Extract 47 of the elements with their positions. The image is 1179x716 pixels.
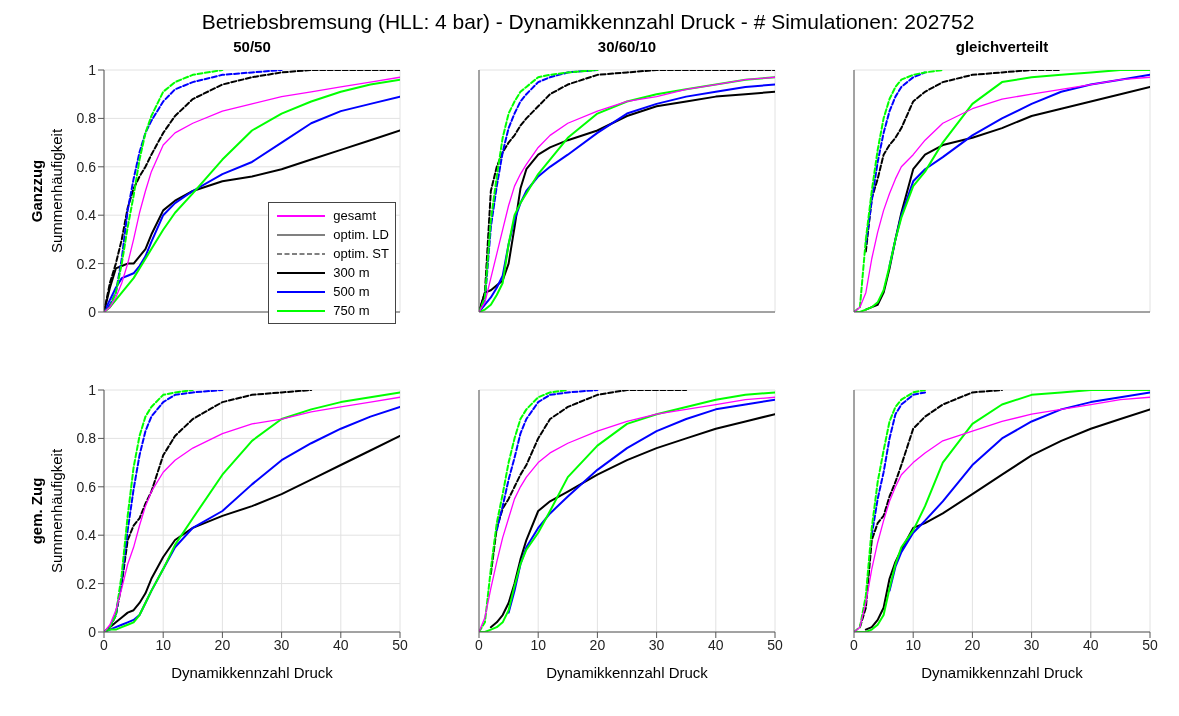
y-axis-title: Summenhäufigkeit — [47, 128, 65, 254]
y-tick-label: 0.8 — [76, 430, 97, 447]
chart-title: 30/60/10 — [596, 38, 658, 55]
y-tick-label: 0.6 — [76, 158, 97, 175]
y-tick-label: 0.2 — [76, 575, 97, 592]
x-axis-title: Dynamikkennzahl Druck — [545, 664, 709, 681]
x-axis-title: Dynamikkennzahl Druck — [920, 664, 1084, 681]
text: Betriebsbremsung (HLL: 4 bar) - Dynamikkennzahl Druck - # Simulationen: 202752 — [200, 10, 976, 34]
x-tick-label: 40 — [708, 636, 724, 653]
x-tick-label: 40 — [1083, 636, 1099, 653]
text: gem. Zug — [27, 477, 45, 545]
legend-label: 500 m — [333, 284, 370, 299]
y-tick-label: 0.4 — [76, 527, 97, 544]
y-tick-label: 0.2 — [76, 255, 97, 272]
x-tick-label: 30 — [1023, 636, 1040, 653]
y-tick-label: 1 — [88, 381, 97, 398]
y-axis-title: Summenhäufigkeit — [47, 448, 65, 574]
x-tick-label: 10 — [905, 636, 922, 653]
x-axis-title: Dynamikkennzahl Druck — [170, 664, 334, 681]
legend-label: optim. ST — [333, 246, 389, 261]
x-tick-label: 20 — [589, 636, 606, 653]
x-tick-label: 0 — [850, 636, 859, 653]
x-tick-label: 40 — [333, 636, 349, 653]
x-tick-label: 30 — [273, 636, 290, 653]
y-tick-label: 0 — [88, 303, 97, 320]
legend-label: optim. LD — [333, 227, 389, 242]
y-tick-label: 0.8 — [76, 110, 97, 127]
legend-label: gesamt — [333, 208, 376, 223]
text: Ganzzug — [27, 159, 45, 223]
legend-label: 300 m — [333, 265, 370, 280]
y-tick-label: 1 — [88, 61, 97, 78]
y-tick-label: 0.4 — [76, 207, 97, 224]
chart-subtitle: 50/50 — [232, 38, 272, 55]
x-tick-label: 30 — [648, 636, 665, 653]
x-tick-label: 0 — [100, 636, 109, 653]
x-tick-label: 50 — [767, 636, 783, 653]
y-tick-label: 0.6 — [76, 478, 97, 495]
x-tick-label: 20 — [214, 636, 231, 653]
x-tick-label: 50 — [1142, 636, 1158, 653]
x-tick-label: 50 — [392, 636, 408, 653]
x-tick-label: 10 — [155, 636, 172, 653]
x-tick-label: 0 — [475, 636, 484, 653]
legend-label: 750 m — [333, 303, 370, 318]
y-tick-label: 0 — [88, 623, 97, 640]
x-tick-label: 20 — [964, 636, 981, 653]
chart-title: gleichverteilt — [954, 38, 1050, 55]
x-tick-label: 10 — [530, 636, 547, 653]
